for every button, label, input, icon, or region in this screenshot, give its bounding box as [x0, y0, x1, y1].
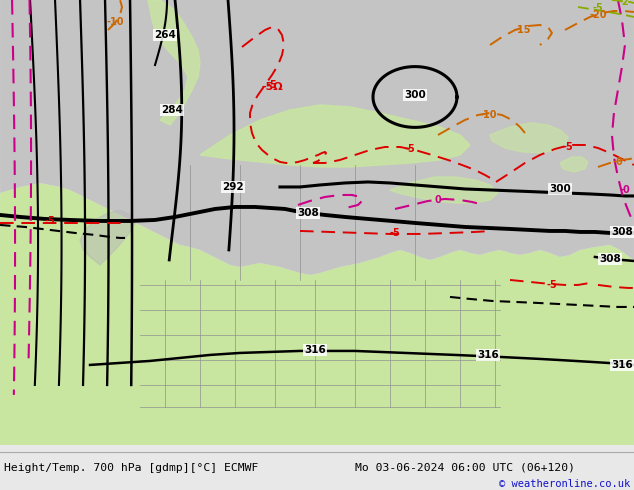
Text: -5: -5 — [404, 144, 415, 154]
Text: Mo 03-06-2024 06:00 UTC (06+120): Mo 03-06-2024 06:00 UTC (06+120) — [355, 463, 575, 473]
Polygon shape — [560, 157, 588, 172]
Text: 300: 300 — [404, 90, 426, 100]
Polygon shape — [490, 123, 568, 153]
Text: -0: -0 — [612, 157, 623, 167]
Polygon shape — [80, 210, 135, 265]
Polygon shape — [200, 105, 470, 167]
Polygon shape — [0, 183, 634, 445]
Text: -5Ω: -5Ω — [261, 82, 283, 92]
Text: 316: 316 — [304, 345, 326, 355]
Text: -10: -10 — [479, 110, 496, 120]
Text: -0: -0 — [619, 185, 630, 195]
Text: -5: -5 — [267, 80, 278, 90]
Text: 316: 316 — [477, 350, 499, 360]
Text: 308: 308 — [611, 227, 633, 237]
Text: -5: -5 — [593, 3, 604, 13]
Text: 300: 300 — [549, 184, 571, 194]
Text: -15: -15 — [513, 25, 531, 35]
Text: 308: 308 — [297, 208, 319, 218]
Text: -5: -5 — [44, 216, 55, 226]
Text: 316: 316 — [611, 360, 633, 370]
Polygon shape — [0, 0, 634, 275]
Text: -20: -20 — [589, 10, 607, 20]
Text: 292: 292 — [222, 182, 244, 192]
Text: -5: -5 — [562, 142, 573, 152]
Text: -5: -5 — [547, 280, 557, 290]
Polygon shape — [148, 0, 200, 125]
Text: -10: -10 — [107, 17, 124, 27]
Polygon shape — [390, 177, 498, 203]
Text: 264: 264 — [154, 30, 176, 40]
Text: © weatheronline.co.uk: © weatheronline.co.uk — [499, 479, 630, 489]
Text: 284: 284 — [161, 105, 183, 115]
Text: Height/Temp. 700 hPa [gdmp][°C] ECMWF: Height/Temp. 700 hPa [gdmp][°C] ECMWF — [4, 463, 259, 473]
Text: 308: 308 — [599, 254, 621, 264]
Text: -5: -5 — [390, 228, 400, 238]
Text: 0: 0 — [434, 195, 441, 205]
Text: -2: -2 — [619, 0, 630, 7]
